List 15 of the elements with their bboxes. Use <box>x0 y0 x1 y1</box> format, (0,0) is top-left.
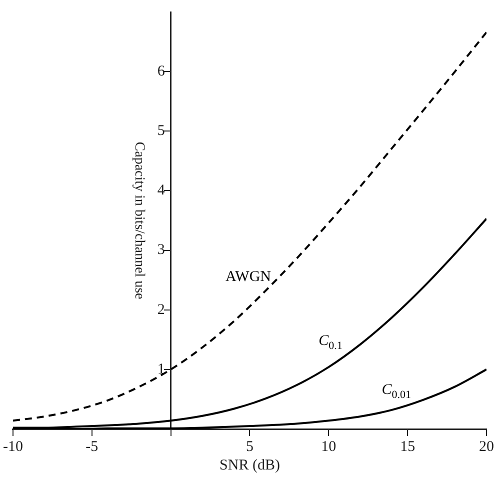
x-tick-label: 10 <box>321 438 336 455</box>
series-label: AWGN <box>226 268 272 285</box>
x-tick-label: -10 <box>3 438 23 455</box>
y-tick-label: 5 <box>157 123 165 140</box>
x-tick-label: -5 <box>86 438 98 455</box>
y-tick-label: 6 <box>157 64 166 80</box>
y-axis-title: Capacity in bits/channel use <box>131 142 146 300</box>
y-tick-label: 2 <box>157 302 165 318</box>
y-tick-label: 4 <box>157 182 166 199</box>
y-tick-label: 1 <box>157 361 165 378</box>
x-axis-title: SNR (dB) <box>220 457 280 474</box>
y-tick-label: 3 <box>157 242 165 258</box>
x-tick-label: 20 <box>479 438 494 455</box>
x-tick-label: 5 <box>246 438 254 455</box>
x-tick-label: 15 <box>400 438 416 455</box>
